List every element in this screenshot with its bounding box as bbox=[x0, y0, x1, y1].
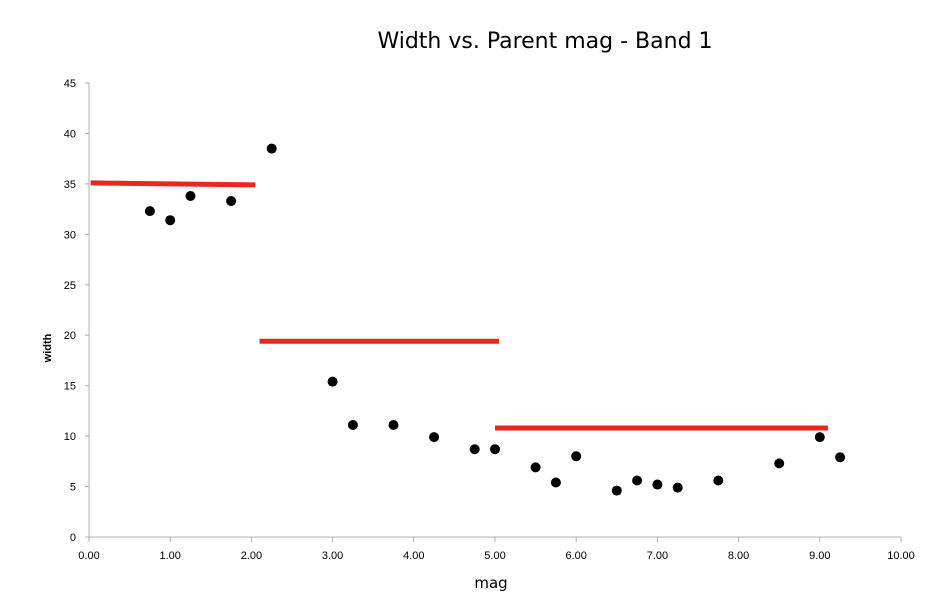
x-tick-label: 3.00 bbox=[322, 550, 343, 562]
data-point bbox=[672, 482, 683, 493]
data-point bbox=[774, 458, 785, 469]
data-points bbox=[144, 143, 846, 496]
data-point bbox=[611, 485, 622, 496]
mean-lines bbox=[90, 180, 828, 431]
mean-line bbox=[90, 180, 256, 188]
data-point bbox=[550, 477, 561, 488]
y-tick-label: 35 bbox=[64, 179, 76, 191]
x-axis-label: mag bbox=[474, 574, 507, 592]
data-point bbox=[652, 479, 663, 490]
x-tick-label: 2.00 bbox=[241, 550, 262, 562]
y-tick-label: 45 bbox=[64, 78, 76, 90]
data-point bbox=[266, 143, 277, 154]
data-point bbox=[165, 215, 176, 226]
y-tick-label: 25 bbox=[64, 280, 76, 292]
x-tick-label: 9.00 bbox=[809, 550, 830, 562]
data-point bbox=[571, 451, 582, 462]
data-point bbox=[388, 420, 399, 431]
data-point bbox=[226, 196, 237, 207]
x-tick-label: 0.00 bbox=[78, 550, 99, 562]
data-point bbox=[713, 475, 724, 486]
data-point bbox=[185, 190, 196, 201]
x-tick-label: 7.00 bbox=[647, 550, 668, 562]
data-point bbox=[469, 444, 480, 455]
y-tick-label: 30 bbox=[64, 229, 76, 241]
data-point bbox=[327, 376, 338, 387]
y-tick-label: 15 bbox=[64, 381, 76, 393]
y-tick-label: 40 bbox=[64, 128, 76, 140]
data-point bbox=[814, 432, 825, 443]
x-tick-label: 8.00 bbox=[728, 550, 749, 562]
x-tick-label: 4.00 bbox=[403, 550, 424, 562]
chart-title: Width vs. Parent mag - Band 1 bbox=[377, 29, 712, 54]
y-tick-label: 20 bbox=[64, 330, 76, 342]
data-point bbox=[490, 444, 500, 455]
x-tick-label: 6.00 bbox=[565, 550, 586, 562]
x-tick-label: 1.00 bbox=[159, 550, 180, 562]
y-tick-label: 5 bbox=[70, 482, 76, 494]
data-point bbox=[632, 475, 643, 486]
y-tick-label: 0 bbox=[70, 532, 76, 544]
y-tick-label: 10 bbox=[64, 431, 76, 443]
x-tick-label: 5.00 bbox=[484, 550, 505, 562]
data-point bbox=[835, 452, 846, 463]
x-tick-label: 10.00 bbox=[887, 550, 915, 562]
axes: 0.00 1.00 2.00 3.00 4.00 5.00 6.00 7.00 8.00 9.00… bbox=[64, 78, 915, 562]
data-point bbox=[429, 432, 440, 443]
data-point bbox=[144, 206, 155, 217]
data-point bbox=[530, 462, 541, 473]
data-point bbox=[347, 420, 358, 431]
y-axis-label: width bbox=[42, 333, 54, 363]
